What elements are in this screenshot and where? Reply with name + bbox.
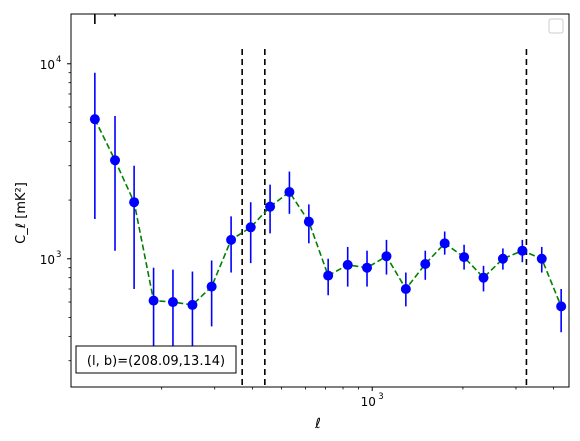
data-point [362, 262, 373, 273]
x-axis-label: ℓ [314, 416, 321, 432]
series-1 [89, 72, 567, 373]
data-point [497, 253, 508, 264]
data-point [342, 259, 353, 270]
data-point [129, 197, 140, 208]
vertical-lines [241, 49, 528, 387]
x-tick-label-exponent: 3 [378, 392, 383, 402]
y-tick-label: 10 [40, 253, 55, 267]
annotation-text: (l, b)=(208.09,13.14) [87, 354, 225, 369]
data-point [89, 114, 100, 125]
axis-ticks: 103103104105 [40, 55, 554, 409]
data-point [110, 155, 121, 166]
data-point [400, 283, 411, 294]
data-point [517, 245, 528, 256]
y-tick-label: 10 [40, 58, 55, 72]
data-point [284, 187, 295, 198]
data-point [226, 234, 237, 245]
data-point [459, 252, 470, 263]
y-tick-label-exponent: 4 [56, 55, 61, 65]
data-point [323, 270, 334, 281]
data-point [187, 299, 198, 310]
data-point [245, 222, 256, 233]
data-point [556, 301, 567, 312]
series-layer [89, 14, 567, 373]
annotation-box: (l, b)=(208.09,13.14) [75, 345, 237, 374]
y-axis-label: C_ℓ [mK²] [14, 182, 29, 244]
data-point [420, 259, 431, 270]
data-point [536, 253, 547, 264]
data-point [478, 272, 489, 283]
data-point [439, 238, 450, 249]
data-point [167, 297, 178, 308]
x-tick-label: 10 [361, 395, 376, 409]
data-point [206, 281, 217, 292]
plot-frame [70, 13, 570, 388]
data-point [303, 216, 314, 227]
data-point [265, 201, 276, 212]
y-tick-label-exponent: 3 [56, 250, 61, 260]
data-point [148, 295, 159, 306]
data-point [381, 251, 392, 262]
legend-box [548, 18, 564, 34]
